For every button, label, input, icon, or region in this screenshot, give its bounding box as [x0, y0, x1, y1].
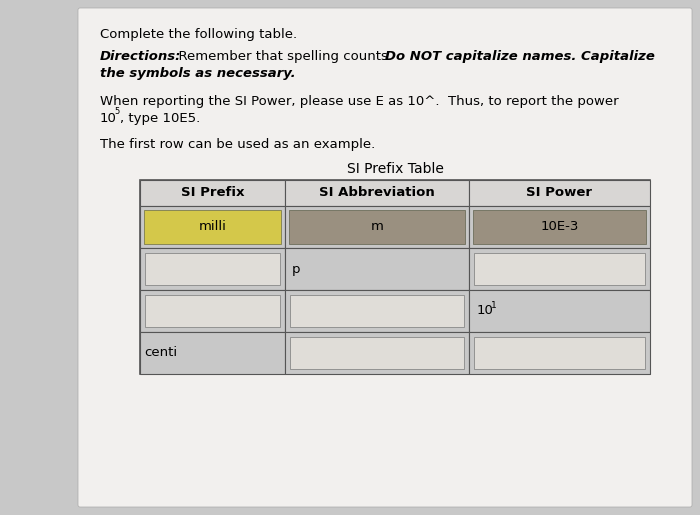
Text: centi: centi [144, 347, 177, 359]
Bar [286, 248, 469, 290]
Text: , type 10E5.: , type 10E5. [120, 112, 200, 125]
Text: m: m [371, 220, 384, 233]
Bar [289, 210, 465, 244]
Text: the symbols as necessary.: the symbols as necessary. [100, 67, 295, 80]
Bar [469, 206, 650, 248]
Bar [140, 180, 286, 206]
Bar [290, 295, 464, 327]
Bar [286, 206, 469, 248]
Text: 5: 5 [114, 107, 119, 116]
Text: milli: milli [199, 220, 227, 233]
Bar [140, 206, 286, 248]
Bar [286, 180, 469, 206]
Bar [473, 210, 646, 244]
Bar [144, 210, 281, 244]
Bar [145, 295, 280, 327]
FancyBboxPatch shape [78, 8, 692, 507]
Text: When reporting the SI Power, please use E as 10^.  Thus, to report the power: When reporting the SI Power, please use … [100, 95, 619, 108]
Bar [286, 290, 469, 332]
Bar [140, 332, 286, 374]
Bar [286, 332, 469, 374]
Text: 10: 10 [477, 304, 494, 318]
Bar [474, 253, 645, 285]
Bar [469, 180, 650, 206]
Text: 10: 10 [100, 112, 117, 125]
Text: p: p [291, 263, 300, 276]
Bar [469, 248, 650, 290]
Bar [145, 253, 280, 285]
Text: Complete the following table.: Complete the following table. [100, 28, 297, 41]
Bar [140, 248, 286, 290]
Text: SI Abbreviation: SI Abbreviation [319, 186, 435, 199]
Text: Directions:: Directions: [100, 50, 181, 63]
Text: The first row can be used as an example.: The first row can be used as an example. [100, 138, 375, 151]
Bar [140, 290, 286, 332]
Bar [469, 290, 650, 332]
Text: Remember that spelling counts.: Remember that spelling counts. [170, 50, 396, 63]
Bar [290, 337, 464, 369]
Bar [474, 337, 645, 369]
Bar [140, 180, 650, 374]
Bar [469, 332, 650, 374]
Text: SI Prefix Table: SI Prefix Table [346, 162, 443, 176]
Text: 10E-3: 10E-3 [540, 220, 579, 233]
Text: SI Prefix: SI Prefix [181, 186, 244, 199]
Text: Do NOT capitalize names. Capitalize: Do NOT capitalize names. Capitalize [385, 50, 655, 63]
Text: SI Power: SI Power [526, 186, 592, 199]
Text: 1: 1 [491, 300, 497, 310]
